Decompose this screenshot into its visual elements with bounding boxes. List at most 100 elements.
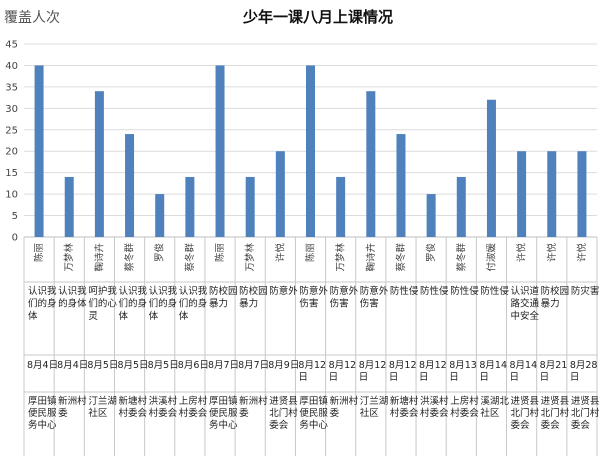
date-cell: 8月9日 — [268, 360, 299, 371]
location-cell: 上房村村委会 — [179, 395, 208, 419]
location-cell: 新塘村村委会 — [118, 395, 147, 419]
date-cell: 8月5日 — [117, 360, 148, 371]
topic-cell: 防意外伤害 — [299, 285, 328, 310]
x-tick-label: 许悦 — [546, 243, 558, 263]
x-tick-label: 付淑媛 — [485, 243, 497, 272]
date-cell: 8月21 日 — [540, 360, 568, 383]
x-tick-label: 蔡冬群 — [395, 243, 407, 272]
topic-cell: 防意外伤害 — [330, 285, 359, 310]
bar — [517, 151, 527, 237]
location-cell: 溪湖北社区 — [480, 395, 509, 419]
bar — [94, 91, 104, 237]
topic-cell: 防灾害 — [571, 285, 600, 297]
x-tick-label: 许悦 — [516, 243, 528, 263]
location-cell: 进贤县北门村委会 — [541, 396, 570, 431]
location-cell: 进贤县北门村委会 — [269, 396, 298, 431]
date-cell: 8月6日 — [178, 360, 209, 371]
date-cell: 8月12 日 — [329, 360, 357, 383]
topic-cell: 防意外伤害 — [360, 285, 389, 310]
topic-cell: 认识我们的身体 — [28, 285, 57, 322]
bar — [396, 134, 406, 237]
y-tick-label: 35 — [5, 82, 18, 93]
y-axis-label: 覆盖人次 — [4, 10, 60, 26]
topic-cell: 认识我们的身体 — [149, 285, 178, 322]
x-tick-label: 陈丽 — [33, 243, 45, 262]
location-cell: 洪溪村村委会 — [420, 395, 449, 419]
bar — [336, 176, 346, 237]
topic-cell: 防性侵 — [390, 285, 419, 297]
topic-cell: 认识我的身体 — [58, 285, 87, 310]
x-tick-label: 鞠诗卉 — [365, 243, 377, 272]
x-tick-label: 罗俊 — [154, 243, 166, 263]
y-tick-label: 45 — [5, 40, 18, 51]
location-cell: 洪溪村村委会 — [149, 395, 178, 419]
x-tick-label: 万梦林 — [63, 243, 75, 272]
date-cell: 8月4日 — [27, 360, 58, 371]
location-cell: 新塘村村委会 — [390, 395, 419, 419]
x-tick-label: 陈丽 — [214, 243, 226, 262]
y-axis-ticks: 0 5 10 15 20 25 30 35 40 45 — [5, 40, 18, 244]
location-cell: 厚田镇便民服务中心 — [28, 395, 57, 431]
bar — [155, 194, 165, 237]
x-tick-label: 万梦林 — [244, 243, 256, 272]
bars — [34, 65, 587, 237]
date-cell: 8月4日 — [57, 360, 88, 371]
y-tick-label: 15 — [5, 168, 18, 179]
topic-cell: 防性侵 — [450, 285, 479, 297]
bar — [185, 176, 195, 237]
chart-title: 少年一课八月上课情况 — [242, 8, 393, 26]
topic-cell: 认识我们的身体 — [179, 285, 208, 322]
y-tick-label: 10 — [5, 190, 18, 201]
location-cell: 汀兰湖社区 — [360, 395, 389, 419]
date-cell: 8月5日 — [87, 360, 118, 371]
bar — [456, 176, 466, 237]
location-cell: 新洲村委 — [330, 395, 359, 419]
date-cell: 8月5日 — [148, 360, 179, 371]
location-cell: 上房村村委会 — [450, 395, 479, 419]
date-cell: 8月7日 — [208, 360, 239, 371]
location-cell: 新洲村委 — [239, 395, 268, 419]
bar — [275, 151, 285, 237]
date-cell: 8月12 日 — [419, 360, 447, 383]
x-tick-label: 罗俊 — [425, 243, 437, 263]
location-cell: 汀兰湖社区 — [88, 395, 117, 419]
date-cell: 8月14 日 — [510, 360, 538, 383]
bar — [215, 65, 225, 237]
y-tick-label: 40 — [5, 61, 18, 72]
y-tick-label: 25 — [5, 125, 18, 136]
topic-cell: 防校园暴力 — [209, 285, 238, 310]
x-tick-label: 鞠诗卉 — [93, 243, 105, 272]
y-tick-label: 0 — [12, 233, 18, 244]
bar — [125, 134, 135, 237]
bar — [486, 99, 496, 237]
y-tick-label: 30 — [5, 104, 18, 115]
x-tick-label: 蔡冬群 — [124, 243, 136, 272]
topic-cell: 防意外 — [269, 285, 298, 297]
y-tick-label: 5 — [12, 211, 18, 222]
date-cell: 8月7日 — [238, 360, 269, 371]
date-cell: 8月13 日 — [449, 360, 477, 383]
location-cell: 新洲村委 — [58, 395, 87, 419]
bar — [245, 176, 255, 237]
x-tick-label: 蔡冬群 — [184, 243, 196, 272]
location-cell: 进贤县北门村委会 — [571, 396, 600, 431]
bar — [366, 91, 376, 237]
topic-cell: 防校园暴力 — [239, 285, 268, 310]
x-tick-label: 蔡冬群 — [455, 243, 467, 272]
y-tick-label: 20 — [5, 147, 18, 158]
bar — [64, 176, 74, 237]
topic-cell: 防校园暴力 — [541, 285, 570, 310]
topic-cell: 呵护我们的心灵 — [88, 285, 117, 322]
date-cell: 8月14 日 — [479, 360, 507, 383]
topic-cell: 防性侵 — [480, 285, 509, 297]
x-tick-label: 陈丽 — [305, 243, 317, 262]
date-cell: 8月12 日 — [359, 360, 387, 383]
bar — [34, 65, 44, 237]
date-cell: 8月12 日 — [389, 360, 417, 383]
topic-cell: 认识道路交通中安全 — [511, 285, 540, 322]
location-cell: 厚田镇便民服务中心 — [209, 395, 238, 431]
date-cell: 8月28 日 — [570, 360, 598, 383]
bar — [426, 194, 436, 237]
topic-cell: 防性侵 — [420, 285, 449, 297]
